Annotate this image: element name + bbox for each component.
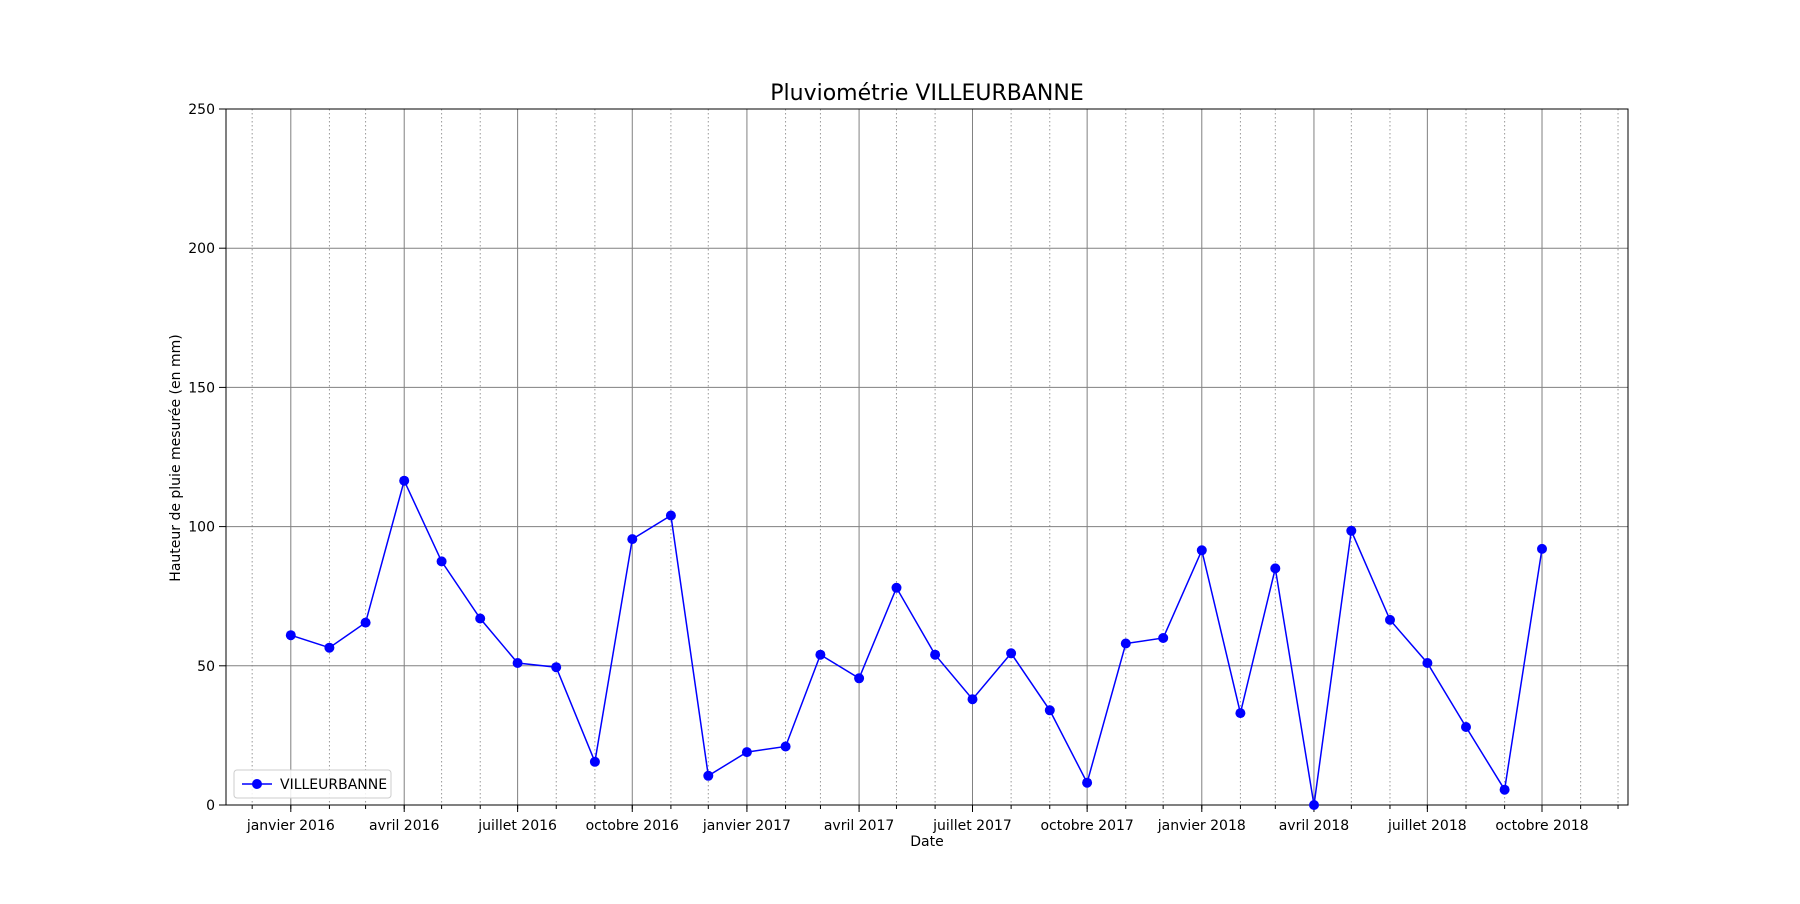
x-tick-label: janvier 2018: [1157, 818, 1246, 834]
data-point: [399, 475, 410, 486]
x-tick-label: juillet 2017: [932, 818, 1012, 834]
x-tick-label: janvier 2016: [246, 818, 335, 834]
x-tick-label: octobre 2018: [1495, 818, 1588, 834]
major-gridlines: [226, 108, 1628, 806]
data-point: [1158, 633, 1169, 643]
data-point: [930, 649, 941, 660]
data-point: [1235, 708, 1246, 719]
y-tick-label: 50: [197, 659, 215, 675]
data-point: [551, 662, 562, 673]
data-point: [1044, 705, 1055, 716]
data-point: [1309, 800, 1319, 810]
data-point: [1499, 784, 1510, 795]
x-tick-label: juillet 2016: [477, 818, 557, 834]
data-point: [1120, 638, 1131, 649]
series-line: [290, 478, 1543, 806]
data-point: [1422, 658, 1433, 668]
data-point: [1196, 545, 1207, 556]
chart-title: Pluviométrie VILLEURBANNE: [770, 81, 1084, 106]
data-point: [1006, 648, 1017, 659]
x-tick-label: avril 2017: [824, 818, 894, 834]
data-point: [285, 630, 296, 641]
y-tick-label: 100: [188, 520, 215, 536]
data-point: [1082, 777, 1093, 788]
data-point: [741, 747, 752, 758]
data-point: [1385, 614, 1395, 625]
series-layer: [285, 475, 1547, 810]
x-tick-label: octobre 2016: [586, 818, 679, 834]
data-point: [1461, 722, 1471, 732]
y-axis-label: Hauteur de pluie mesurée (en mm): [168, 334, 184, 581]
data-point: [360, 617, 371, 628]
minor-gridlines: [251, 109, 1619, 805]
legend-marker: [252, 779, 262, 789]
data-point: [627, 534, 638, 545]
y-tick-label: 250: [188, 102, 215, 118]
x-tick-label: janvier 2017: [702, 818, 791, 834]
legend-box: [233, 769, 392, 799]
data-point: [324, 642, 335, 653]
plot-area-frame: [225, 108, 1629, 806]
data-point: [815, 649, 826, 660]
legend: VILLEURBANNE: [233, 769, 392, 799]
x-tick-label: octobre 2017: [1040, 818, 1133, 834]
data-point: [891, 582, 902, 593]
data-point: [512, 658, 523, 668]
data-point: [665, 510, 676, 521]
y-tick-label: 0: [206, 798, 215, 814]
data-point: [967, 694, 978, 705]
data-point: [1537, 543, 1547, 554]
data-point: [780, 741, 791, 752]
data-point: [1346, 525, 1357, 536]
data-point: [1270, 563, 1281, 574]
legend-label: VILLEURBANNE: [280, 777, 387, 793]
x-tick-label: avril 2016: [369, 818, 440, 834]
data-point: [854, 673, 865, 684]
x-tick-label: juillet 2018: [1387, 818, 1467, 834]
y-tick-label: 150: [188, 380, 215, 396]
data-point: [475, 613, 486, 624]
data-point: [436, 556, 447, 567]
data-point: [589, 756, 600, 767]
data-point: [703, 770, 714, 781]
x-axis-label: Date: [910, 834, 943, 850]
x-axis: janvier 2016 avril 2016 juillet 2016 octobr…: [246, 805, 1619, 834]
y-tick-label: 200: [188, 241, 215, 257]
y-axis: 0 50 100 150 200 250: [188, 102, 226, 814]
x-tick-label: avril 2018: [1279, 818, 1349, 834]
